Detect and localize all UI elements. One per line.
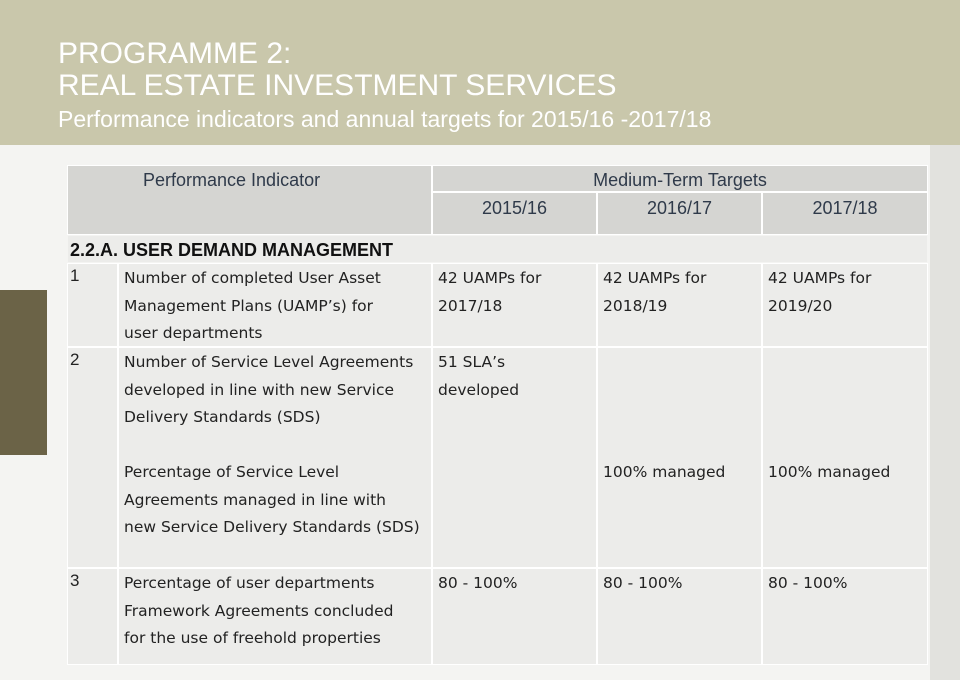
table-cell bbox=[597, 263, 762, 347]
target-text: 80 - 100% bbox=[768, 574, 848, 592]
table-cell bbox=[762, 263, 928, 347]
table-cell bbox=[432, 568, 597, 665]
indicator-heading: Performance Indicator bbox=[143, 170, 321, 190]
section-row bbox=[67, 235, 928, 263]
target-text: 2019/20 bbox=[768, 296, 833, 315]
header-cell bbox=[762, 192, 928, 235]
section-title: 2.2.A. USER DEMAND MANAGEMENT bbox=[70, 240, 394, 260]
title-line: REAL ESTATE INVESTMENT SERVICES bbox=[58, 69, 617, 102]
target-text: 80 - 100% bbox=[603, 574, 683, 592]
indicator-text: Agreements managed in line with bbox=[124, 490, 386, 509]
header-cell bbox=[432, 165, 928, 192]
header-cell bbox=[67, 165, 432, 235]
indicator-text: new Service Delivery Standards (SDS) bbox=[124, 518, 420, 536]
table-cell bbox=[432, 263, 597, 347]
background-image bbox=[930, 145, 960, 680]
target-text: 100% managed bbox=[768, 463, 891, 481]
row-number: 3 bbox=[70, 571, 80, 590]
target-text: 42 UAMPs for bbox=[768, 269, 872, 287]
row-number: 2 bbox=[70, 350, 80, 369]
targets-heading: Medium-Term Targets bbox=[593, 170, 767, 190]
target-text: 80 - 100% bbox=[438, 574, 518, 592]
subtitle: Performance indicators and annual target… bbox=[58, 106, 712, 132]
table-cell bbox=[762, 568, 928, 665]
table-cell bbox=[118, 263, 432, 347]
target-text: 51 SLA’s bbox=[438, 353, 506, 371]
indicator-text: Percentage of user departments bbox=[124, 574, 375, 592]
year-heading: 2016/17 bbox=[646, 198, 713, 218]
table-cell bbox=[762, 347, 928, 568]
indicator-text: Percentage of Service Level bbox=[124, 463, 340, 481]
title-line: PROGRAMME 2: bbox=[58, 37, 292, 70]
indicator-text: user departments bbox=[124, 324, 263, 342]
target-text: developed bbox=[438, 380, 520, 399]
table-cell bbox=[432, 347, 597, 568]
indicator-text: for the use of freehold properties bbox=[124, 629, 381, 647]
target-text: 42 UAMPs for bbox=[438, 269, 542, 287]
year-heading: 2015/16 bbox=[481, 198, 548, 218]
target-text: 2018/19 bbox=[603, 296, 668, 315]
indicator-text: Management Plans (UAMP’s) for bbox=[124, 296, 374, 315]
indicator-text: Delivery Standards (SDS) bbox=[124, 408, 321, 426]
target-text: 2017/18 bbox=[438, 296, 503, 315]
table-cell bbox=[67, 347, 118, 568]
indicator-text: Framework Agreements concluded bbox=[124, 601, 394, 620]
table-cell bbox=[67, 568, 118, 665]
target-text: 100% managed bbox=[603, 463, 726, 481]
table-cell bbox=[597, 568, 762, 665]
target-text: 42 UAMPs for bbox=[603, 269, 707, 287]
header-cell bbox=[432, 192, 597, 235]
year-heading: 2017/18 bbox=[812, 198, 878, 218]
row-number: 1 bbox=[70, 266, 80, 285]
header-band bbox=[0, 0, 960, 145]
indicator-text: developed in line with new Service bbox=[124, 380, 395, 399]
table-cell bbox=[118, 347, 432, 568]
header-cell bbox=[597, 192, 762, 235]
table-cell bbox=[67, 263, 118, 347]
indicator-text: Number of completed User Asset bbox=[124, 269, 381, 287]
table-cell bbox=[118, 568, 432, 665]
side-block bbox=[0, 290, 47, 455]
indicator-text: Number of Service Level Agreements bbox=[124, 353, 414, 371]
table-cell bbox=[597, 347, 762, 568]
